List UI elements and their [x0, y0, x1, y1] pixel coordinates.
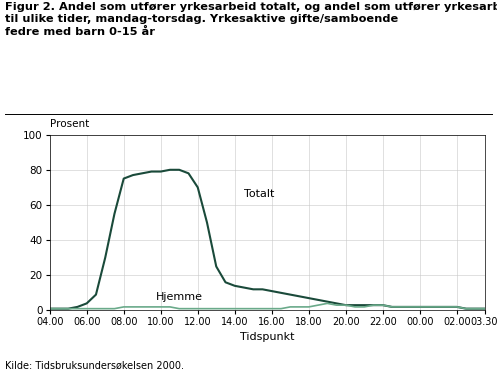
Text: Totalt: Totalt [244, 189, 274, 199]
Text: Figur 2. Andel som utfører yrkesarbeid totalt, og andel som utfører yrkesarbeid : Figur 2. Andel som utfører yrkesarbeid t… [5, 2, 497, 37]
Text: Prosent: Prosent [50, 119, 89, 129]
X-axis label: Tidspunkt: Tidspunkt [240, 331, 294, 341]
Text: Hjemme: Hjemme [156, 292, 203, 302]
Text: Kilde: Tidsbruksundersøkelsen 2000.: Kilde: Tidsbruksundersøkelsen 2000. [5, 360, 184, 370]
